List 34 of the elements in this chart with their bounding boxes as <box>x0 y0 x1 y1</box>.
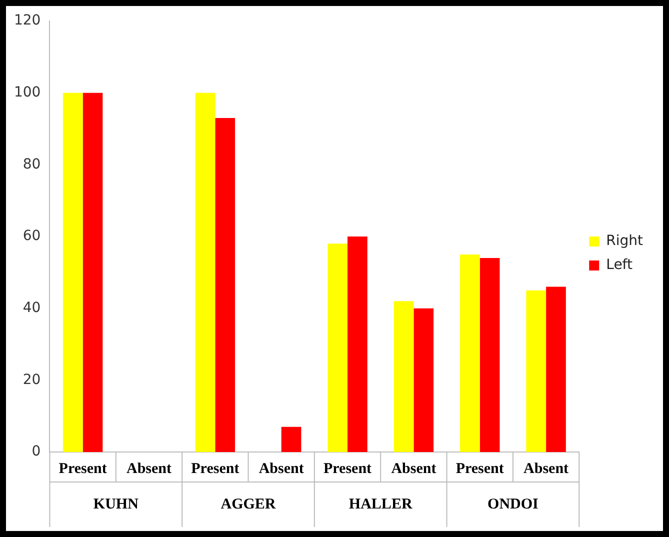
bar <box>195 92 216 452</box>
x-tick-label: Present <box>456 460 504 477</box>
bar <box>62 92 83 452</box>
text: ONDOI <box>488 496 539 512</box>
bar <box>215 118 236 452</box>
bar <box>526 290 546 452</box>
y-tick-label: 0 <box>32 444 41 460</box>
x-tick-label: Present <box>191 460 240 477</box>
bar <box>82 92 103 452</box>
bar <box>281 426 302 452</box>
x-tick-label: Present <box>58 460 107 477</box>
y-tick-label: 80 <box>22 156 41 172</box>
bar <box>328 244 348 452</box>
bar <box>460 254 480 452</box>
y-tick-label: 40 <box>22 300 41 316</box>
y-tick-label: 120 <box>14 12 41 29</box>
x-tick-label: Absent <box>524 460 569 477</box>
text: HALLER <box>348 496 412 512</box>
y-tick-label: 20 <box>22 372 41 388</box>
bar <box>546 286 566 452</box>
x-tick-label: Absent <box>258 460 304 477</box>
bar <box>480 258 500 452</box>
x-tick-label: Absent <box>391 460 436 477</box>
legend-label: Left <box>606 257 633 274</box>
text: AGGER <box>220 496 276 512</box>
bar <box>348 236 368 452</box>
legend-label: Right <box>606 233 644 250</box>
text: KUHN <box>93 496 139 512</box>
bar <box>394 301 414 452</box>
x-tick-label: Absent <box>126 460 172 477</box>
y-tick-label: 100 <box>14 84 41 100</box>
y-tick-label: 60 <box>22 228 41 244</box>
bar <box>414 308 434 452</box>
x-tick-label: Present <box>323 460 372 477</box>
